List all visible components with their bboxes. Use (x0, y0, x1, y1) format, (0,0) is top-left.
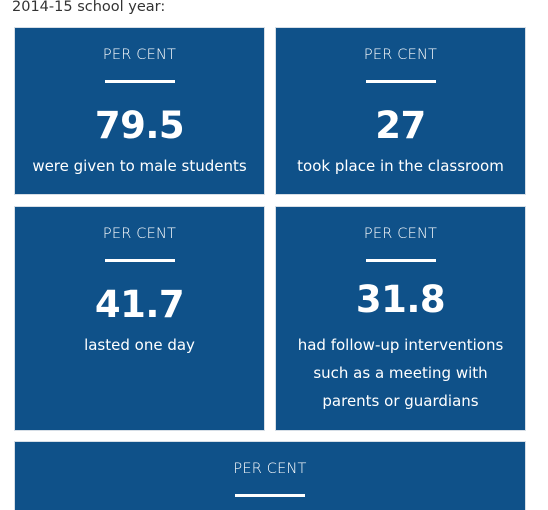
stat-description: were given to male students (32, 157, 247, 175)
stat-unit-label: PER CENT (102, 47, 177, 63)
stat-card-male-students: PER CENT 79.5 were given to male student… (14, 27, 265, 195)
divider (104, 80, 175, 83)
stat-card-one-day: PER CENT 41.7 lasted one day (14, 206, 265, 431)
divider (365, 259, 436, 262)
stat-unit-label: PER CENT (363, 47, 438, 63)
stat-value: 79.5 (94, 104, 185, 147)
stat-unit-label: PER CENT (102, 226, 177, 242)
stat-unit-label: PER CENT (363, 226, 438, 242)
stat-value: 31.8 (355, 278, 446, 321)
divider (235, 494, 305, 497)
divider (104, 259, 175, 262)
stat-card-classroom: PER CENT 27 took place in the classroom (275, 27, 526, 195)
stat-description: lasted one day (84, 336, 195, 354)
stat-description: had follow-up interventions such as a me… (297, 336, 504, 410)
stat-value: 41.7 (94, 283, 185, 326)
intro-text: 2014-15 school year: (12, 0, 166, 15)
stat-unit-label: PER CENT (233, 461, 307, 477)
stat-card-partial: PER CENT (14, 441, 526, 510)
divider (365, 80, 436, 83)
stat-description: took place in the classroom (297, 157, 504, 175)
stat-card-follow-up: PER CENT 31.8 had follow-up intervention… (275, 206, 526, 431)
stat-value: 27 (375, 104, 426, 147)
